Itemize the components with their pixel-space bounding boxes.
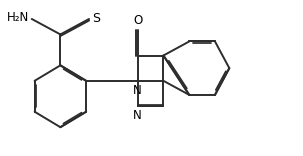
Text: S: S — [92, 12, 101, 25]
Text: O: O — [133, 14, 142, 27]
Text: H₂N: H₂N — [7, 11, 29, 24]
Text: N: N — [133, 84, 142, 97]
Text: N: N — [133, 110, 142, 122]
